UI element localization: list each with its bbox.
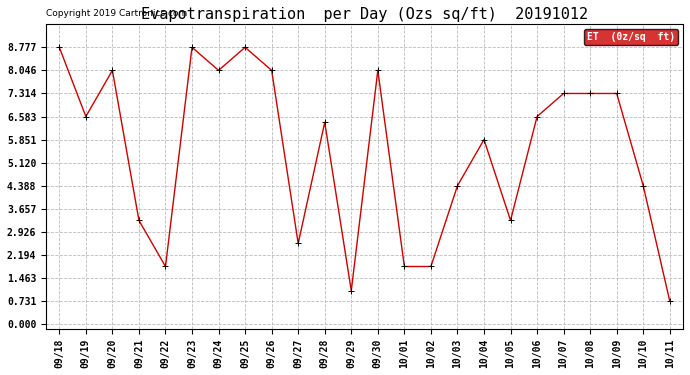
Text: Copyright 2019 Cartronics.com: Copyright 2019 Cartronics.com: [46, 9, 187, 18]
Legend: ET  (0z/sq  ft): ET (0z/sq ft): [584, 29, 678, 45]
Title: Evapotranspiration  per Day (Ozs sq/ft)  20191012: Evapotranspiration per Day (Ozs sq/ft) 2…: [141, 7, 588, 22]
